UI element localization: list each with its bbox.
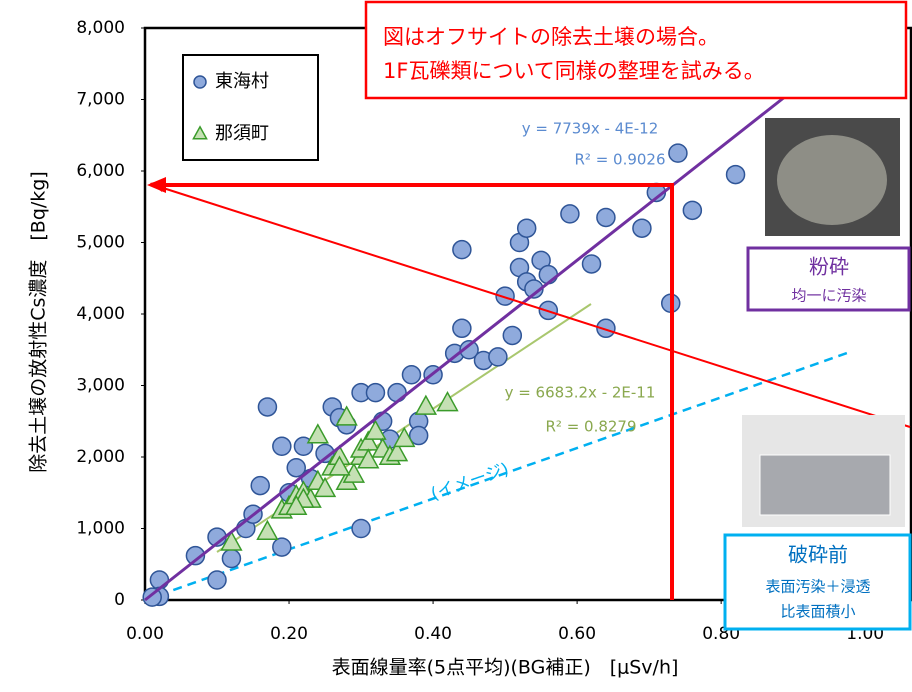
callout-text: 1F瓦礫類について同様の整理を試みる。 [383, 59, 765, 83]
point [306, 423, 330, 444]
box-text: 比表面積小 [780, 603, 855, 621]
point [221, 548, 242, 569]
box-title: 粉砕 [809, 255, 849, 279]
legend-label: 東海村 [215, 71, 269, 92]
point [516, 218, 537, 238]
y-tick-label: 2,000 [76, 447, 125, 467]
y-tick-label: 6,000 [76, 161, 125, 181]
point [285, 494, 308, 515]
point [488, 347, 508, 367]
callout-text: 図はオフサイトの除去土壌の場合。 [383, 25, 719, 49]
point [185, 545, 206, 566]
point [149, 570, 170, 590]
point [393, 426, 416, 448]
point [596, 318, 616, 339]
point [250, 475, 270, 496]
arrowhead [147, 177, 166, 193]
point [495, 286, 515, 306]
y-tick-label: 3,000 [76, 376, 125, 396]
red-arrow [159, 186, 911, 428]
point [452, 239, 472, 260]
point [414, 394, 438, 415]
y-tick-label: 4,000 [76, 304, 125, 324]
y-tick-label: 5,000 [76, 233, 125, 253]
trend-label: y = 7739x - 4E-12 [522, 120, 659, 138]
x-tick-label: 0.60 [558, 624, 596, 644]
point [365, 382, 386, 403]
y-tick-label: 0 [114, 590, 125, 610]
point [286, 457, 306, 478]
point [436, 391, 459, 412]
box [723, 533, 912, 631]
points [142, 143, 746, 607]
x-tick-label: 0.20 [270, 624, 308, 644]
point [452, 318, 472, 339]
axes: 0 1,000 2,000 3,000 4,000 5,000 6,000 7,000 8,00… [76, 18, 884, 644]
image-line [144, 350, 851, 602]
y-tick-label: 7,000 [76, 90, 125, 110]
callout [364, 0, 908, 100]
point [581, 254, 602, 274]
purple-line [144, 83, 801, 602]
point [408, 425, 429, 446]
trend-label: R² = 0.9026 [574, 151, 665, 169]
box-title: 破砕前 [788, 543, 848, 567]
point [357, 448, 380, 469]
trend-label: y = 6683.2x - 2E-11 [505, 384, 656, 402]
box-text: 均一に汚染 [791, 287, 866, 305]
box-text: 表面汚染＋浸透 [765, 578, 870, 596]
y-tick-label: 8,000 [76, 18, 125, 38]
point [272, 436, 292, 457]
photo [759, 454, 891, 516]
point [315, 443, 335, 464]
point [385, 441, 409, 462]
point [725, 164, 746, 185]
point [256, 519, 279, 541]
legend-label: 那須町 [215, 123, 269, 144]
point [257, 397, 278, 417]
point [682, 200, 703, 221]
point [459, 340, 479, 360]
point [502, 325, 523, 346]
point [668, 143, 688, 163]
point [313, 476, 337, 498]
photo [777, 135, 887, 225]
x-axis-label: 表面線量率(5点平均)(BG補正) [μSv/h] [332, 657, 679, 679]
point [364, 419, 387, 440]
y-tick-label: 1,000 [76, 519, 125, 539]
trend-label: R² = 0.8279 [545, 418, 636, 436]
point [560, 204, 580, 224]
point [328, 455, 351, 476]
point [596, 207, 616, 228]
box [746, 246, 911, 312]
point [220, 530, 243, 551]
legend [182, 54, 319, 161]
y-axis-label: 除去土壌の放射性Cs濃度 [Bq/kg] [28, 171, 50, 473]
legend-marker [192, 125, 208, 140]
x-tick-label: 0.00 [126, 624, 164, 644]
point [351, 518, 371, 539]
point [538, 264, 559, 285]
point [335, 405, 358, 426]
point [207, 570, 227, 590]
x-tick-label: 0.40 [414, 624, 452, 644]
legend-marker [193, 75, 207, 89]
point [272, 537, 292, 557]
point [632, 218, 652, 238]
point [401, 365, 422, 385]
point [387, 382, 407, 403]
